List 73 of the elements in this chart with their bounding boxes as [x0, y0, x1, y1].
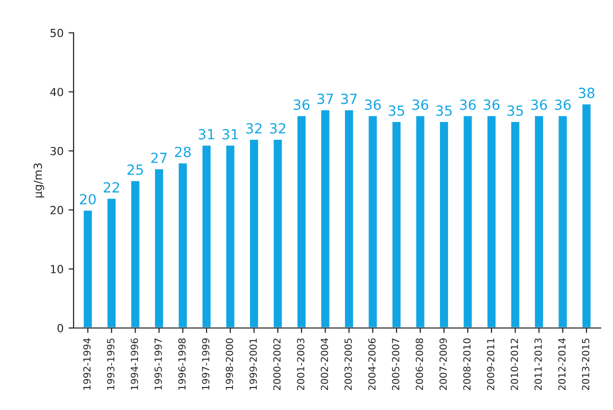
data-label: 28: [174, 146, 191, 158]
x-tick-label: 2002-2004: [320, 338, 328, 390]
bar: [534, 114, 544, 328]
y-tick-label: 40: [50, 88, 64, 96]
data-label: 27: [151, 152, 167, 163]
data-label: 35: [436, 105, 452, 116]
bar: [438, 120, 450, 328]
data-label: 22: [104, 182, 119, 192]
x-tick-label: 1994-1996: [130, 338, 138, 390]
bar: [462, 114, 474, 328]
x-tick-label: 2008-2010: [463, 338, 471, 390]
data-label: 20: [80, 194, 96, 204]
y-axis-title: µg/m3: [34, 163, 44, 198]
x-tick-label: 2009-2011: [486, 338, 494, 390]
data-label: 32: [270, 123, 286, 134]
data-label: 35: [388, 105, 404, 116]
bar: [82, 209, 94, 328]
data-label: 31: [198, 129, 214, 140]
data-label: 36: [364, 99, 381, 110]
data-label: 37: [341, 94, 357, 104]
bar: [581, 102, 592, 328]
data-label: 37: [318, 94, 333, 104]
x-tick-label: 2000-2002: [273, 338, 281, 390]
x-tick-label: 1993-1995: [107, 338, 114, 390]
data-label: 36: [484, 99, 500, 110]
x-tick-label: 1999-2001: [250, 338, 257, 390]
x-tick-label: 2003-2005: [344, 338, 352, 390]
bar: [248, 138, 260, 328]
bar: [201, 144, 212, 328]
data-label: 32: [246, 123, 262, 134]
y-tick-label: 10: [50, 264, 64, 274]
x-tick-label: 2001-2003: [296, 338, 304, 390]
bar: [130, 180, 141, 328]
x-tick-label: 2010-2012: [510, 338, 518, 390]
data-label: 31: [222, 129, 238, 140]
x-tick-label: 1995-1997: [154, 338, 162, 390]
x-tick-label: 1992-1994: [83, 338, 91, 390]
x-tick-label: 2013-2015: [582, 338, 590, 390]
x-tick-label: 2007-2009: [439, 338, 447, 390]
x-tick-label: 2005-2007: [392, 338, 400, 390]
bar: [106, 197, 117, 328]
y-tick-label: 0: [58, 324, 64, 332]
y-tick-label: 30: [50, 146, 64, 156]
data-label: 36: [294, 99, 310, 110]
data-label: 36: [554, 99, 571, 110]
x-tick-label: 2004-2006: [368, 338, 376, 390]
bar: [486, 114, 497, 328]
bar: [320, 108, 331, 328]
x-tick-label: 2011-2013: [534, 338, 542, 390]
bar: [367, 114, 378, 328]
bar: [224, 144, 236, 328]
bar: [272, 138, 284, 328]
bar: [557, 114, 568, 328]
bar: [414, 114, 426, 328]
bar: [391, 120, 402, 328]
x-tick-label: 1996-1998: [178, 338, 186, 390]
data-label: 36: [460, 99, 476, 110]
bar: [177, 162, 188, 328]
data-label: 38: [578, 88, 594, 98]
bar: [510, 120, 521, 328]
data-label: 25: [127, 164, 143, 175]
x-tick-label: 2012-2014: [558, 338, 566, 390]
bar: [344, 108, 354, 328]
data-label: 36: [531, 99, 547, 110]
y-tick-label: 20: [50, 206, 64, 214]
x-tick-label: 1997-1999: [202, 338, 210, 390]
x-tick-label: 2006-2008: [416, 338, 424, 390]
data-label: 35: [507, 105, 523, 116]
bar: [296, 114, 307, 328]
bar: [154, 168, 164, 328]
data-label: 36: [412, 99, 428, 110]
x-tick-label: 1998-2000: [226, 338, 234, 390]
y-tick-label: 50: [50, 28, 64, 38]
